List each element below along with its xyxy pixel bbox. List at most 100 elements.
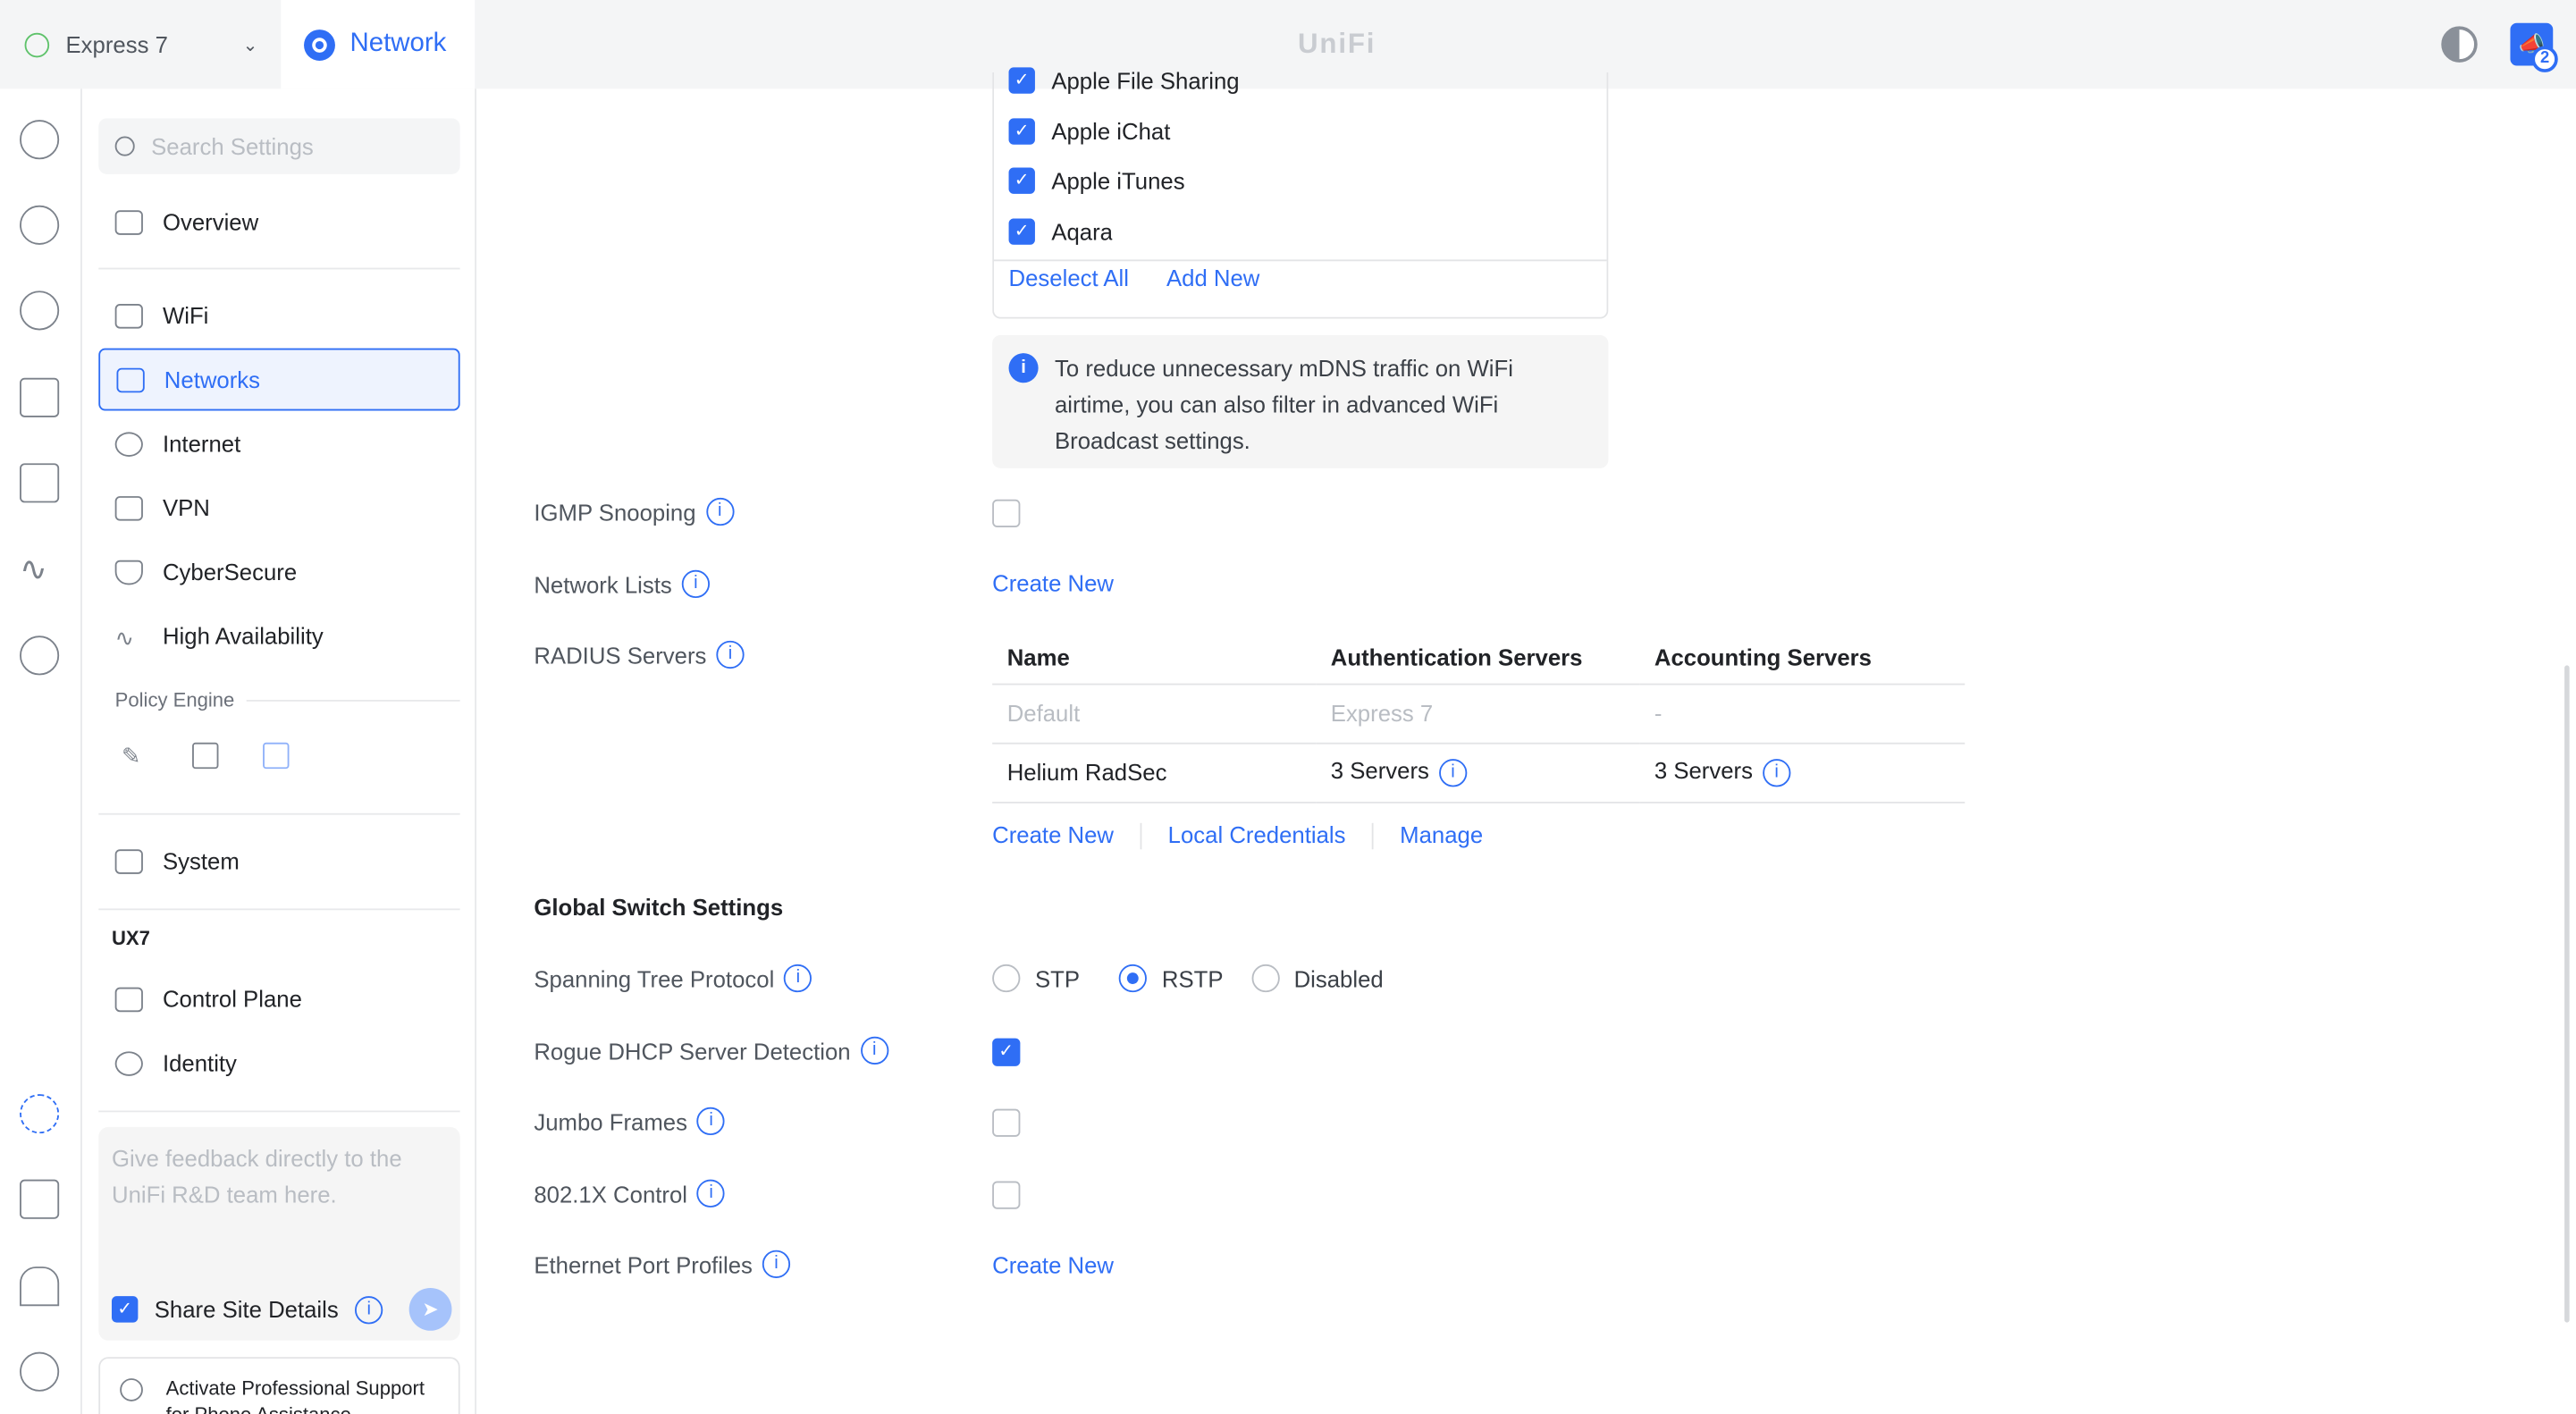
logs-icon[interactable] xyxy=(20,1179,60,1219)
igmp-snooping-checkbox[interactable] xyxy=(992,499,1021,527)
label: Apple iTunes xyxy=(1051,167,1185,194)
info-icon[interactable]: i xyxy=(705,497,734,526)
policy-engine-heading: Policy Engine xyxy=(114,688,235,711)
mdns-service-list[interactable]: ✓ Apple File Sharing ✓ Apple iChat ✓ Apple … xyxy=(992,67,1609,319)
share-label: Share Site Details xyxy=(154,1296,339,1323)
info-icon[interactable]: i xyxy=(696,1107,726,1136)
professional-support-button[interactable]: Activate Professional Support for Phone … xyxy=(98,1357,460,1414)
theme-toggle-icon[interactable] xyxy=(2441,26,2478,63)
cell: Express 7 xyxy=(1316,683,1640,744)
chevron-down-icon: ⌄ xyxy=(242,35,258,55)
ethernet-port-profiles-label: Ethernet Port Profiles i xyxy=(534,1250,791,1278)
checkbox[interactable]: ✓ xyxy=(1008,118,1035,145)
settings-sidebar: Search Settings Overview WiFi Networks I… xyxy=(82,88,477,1414)
sidebar-item-internet[interactable]: Internet xyxy=(98,412,459,475)
cube-icon[interactable] xyxy=(263,742,290,770)
table-row[interactable]: Helium RadSec 3 Servers i 3 Servers i xyxy=(992,742,1966,803)
sidebar-item-cybersecure[interactable]: CyberSecure xyxy=(98,541,459,603)
info-icon[interactable]: i xyxy=(681,569,711,599)
stp-label: Spanning Tree Protocol i xyxy=(534,964,812,993)
divider xyxy=(1371,823,1374,850)
unifi-logo: UniFi xyxy=(1298,28,1376,60)
label: Networks xyxy=(164,366,261,393)
notification-badge: 2 xyxy=(2531,46,2558,72)
clients-icon[interactable] xyxy=(20,377,60,417)
app-rail: ∿ xyxy=(0,88,82,1414)
list-item[interactable]: ✓ Apple File Sharing xyxy=(1008,67,1240,94)
network-lists-label: Network Lists i xyxy=(534,569,711,599)
sidebar-item-vpn[interactable]: VPN xyxy=(98,476,459,539)
feedback-textarea[interactable]: Give feedback directly to the UniFi R&D … xyxy=(98,1126,460,1341)
pulse-icon: ∿ xyxy=(114,623,135,650)
checkbox[interactable]: ✓ xyxy=(1008,167,1035,194)
traffic-rules-icon[interactable]: ✎ xyxy=(122,742,141,770)
list-item[interactable]: ✓ Apple iTunes xyxy=(1008,167,1185,194)
table-row[interactable]: Default Express 7- xyxy=(992,683,1966,744)
manage-link[interactable]: Manage xyxy=(1400,821,1484,848)
info-icon[interactable]: i xyxy=(762,1250,791,1278)
radius-create-new[interactable]: Create New xyxy=(992,821,1115,848)
share-site-details-checkbox[interactable]: ✓ xyxy=(111,1296,139,1323)
network-lists-create-new[interactable]: Create New xyxy=(992,569,1115,597)
deselect-all-link[interactable]: Deselect All xyxy=(1008,264,1129,291)
sidebar-item-overview[interactable]: Overview xyxy=(98,190,459,253)
label: System xyxy=(162,847,240,874)
search-input[interactable]: Search Settings xyxy=(98,118,460,174)
list-item[interactable]: ✓ Apple iChat xyxy=(1008,118,1170,145)
wifi-icon xyxy=(114,303,143,328)
headset-icon xyxy=(120,1378,143,1401)
radio-stp[interactable] xyxy=(992,964,1021,993)
users-icon[interactable] xyxy=(20,1351,60,1392)
devices-icon[interactable] xyxy=(20,290,60,331)
app-tab-network[interactable]: Network xyxy=(281,0,476,89)
apps-icon[interactable] xyxy=(20,463,60,503)
system-icon xyxy=(114,848,143,873)
radio-rstp[interactable] xyxy=(1119,964,1148,993)
list-item[interactable]: ✓ Aqara xyxy=(1008,218,1113,245)
cell: Helium RadSec xyxy=(992,742,1317,803)
radio-label: Disabled xyxy=(1293,964,1384,992)
table-header: Name Authentication Servers Accounting Ser… xyxy=(992,630,1966,685)
sidebar-item-networks[interactable]: Networks xyxy=(98,348,460,411)
site-selector[interactable]: Express 7 ⌄ xyxy=(0,0,281,88)
radio-disabled[interactable] xyxy=(1250,964,1280,993)
sidebar-item-high-availability[interactable]: ∿ High Availability xyxy=(98,604,459,667)
info-icon[interactable]: i xyxy=(355,1295,383,1324)
rogue-dhcp-checkbox[interactable]: ✓ xyxy=(992,1038,1021,1066)
sidebar-item-control-plane[interactable]: Control Plane xyxy=(98,968,459,1031)
info-icon[interactable]: i xyxy=(860,1036,888,1065)
alarm-icon[interactable] xyxy=(20,1267,60,1307)
info-icon[interactable]: i xyxy=(697,1179,726,1208)
firewall-grid-icon[interactable] xyxy=(192,742,219,770)
insights-icon[interactable]: ∿ xyxy=(20,551,47,589)
scrollbar[interactable] xyxy=(2564,665,2570,1323)
checkbox[interactable]: ✓ xyxy=(1008,218,1035,245)
label: Apple File Sharing xyxy=(1051,67,1240,94)
checkbox[interactable]: ✓ xyxy=(1008,67,1035,94)
send-feedback-button[interactable]: ➤ xyxy=(408,1287,452,1331)
label: VPN xyxy=(162,494,210,521)
chat-icon[interactable] xyxy=(20,635,60,676)
label: Control Plane xyxy=(162,985,302,1013)
support-label: Activate Professional Support for Phone … xyxy=(165,1376,425,1414)
info-icon[interactable]: i xyxy=(1763,758,1791,787)
binoculars-icon xyxy=(114,209,143,234)
jumbo-frames-checkbox[interactable] xyxy=(992,1108,1021,1137)
share-site-details[interactable]: ✓ Share Site Details i xyxy=(111,1292,383,1327)
local-credentials-link[interactable]: Local Credentials xyxy=(1167,821,1346,848)
dot1x-label: 802.1X Control i xyxy=(534,1179,726,1208)
sidebar-item-wifi[interactable]: WiFi xyxy=(98,284,459,347)
sidebar-item-system[interactable]: System xyxy=(98,829,459,892)
add-new-link[interactable]: Add New xyxy=(1166,264,1260,291)
sidebar-item-identity[interactable]: Identity xyxy=(98,1031,459,1094)
settings-gear-icon[interactable] xyxy=(20,1094,60,1134)
dot1x-checkbox[interactable] xyxy=(992,1181,1021,1209)
info-icon[interactable]: i xyxy=(716,640,745,669)
dashboard-icon[interactable] xyxy=(20,120,60,160)
info-icon[interactable]: i xyxy=(1438,758,1468,787)
network-tree-icon xyxy=(116,366,145,392)
label: Identity xyxy=(162,1049,237,1076)
info-icon[interactable]: i xyxy=(784,964,812,993)
topology-icon[interactable] xyxy=(20,205,60,245)
port-profiles-create-new[interactable]: Create New xyxy=(992,1251,1115,1278)
